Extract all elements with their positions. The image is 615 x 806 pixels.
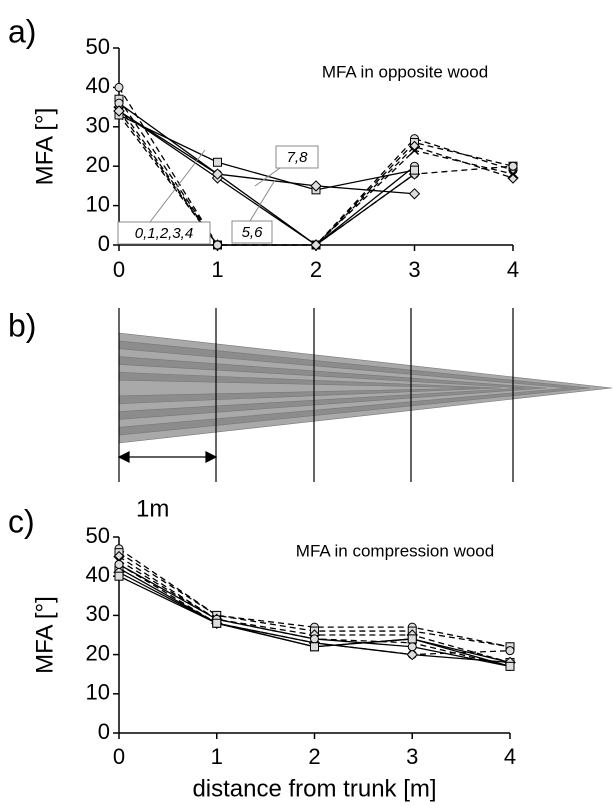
marker [310, 642, 319, 652]
distance-lines [118, 308, 514, 482]
marker [410, 165, 419, 175]
x-tick-label: 1 [211, 257, 223, 282]
panel-label: c) [8, 503, 35, 539]
tapered-stem [118, 332, 613, 444]
marker [505, 646, 515, 656]
annotation-box [117, 221, 211, 245]
annotation-box [275, 145, 319, 169]
marker [407, 634, 417, 644]
marker [310, 239, 322, 251]
marker [407, 642, 417, 652]
y-tick-label: 10 [86, 680, 110, 705]
series-line [118, 114, 415, 191]
marker [508, 169, 518, 179]
marker [408, 188, 421, 200]
x-tick-label: 4 [504, 744, 516, 769]
panel-label: b) [8, 307, 36, 343]
x-tick-label: 3 [406, 744, 418, 769]
chart-title: MFA in opposite wood [322, 62, 488, 81]
series-line [118, 106, 514, 246]
y-tick-label: 10 [86, 191, 110, 216]
arrow-head [117, 451, 130, 463]
scale-arrow [117, 451, 218, 463]
marker [406, 648, 418, 661]
annotation: 0,1,2,3,4 [135, 225, 193, 242]
chart: c) MFA in compression wood MFA [°] distance… [8, 503, 516, 802]
y-tick-label: 30 [86, 113, 110, 138]
marker [114, 571, 124, 581]
marker [310, 634, 319, 644]
y-tick-label: 20 [86, 640, 110, 665]
y-axis-label: MFA [°] [31, 108, 58, 186]
annotation: 7,8 [287, 149, 309, 166]
annotation-leader [254, 167, 281, 187]
y-tick-label: 40 [86, 562, 110, 587]
y-axis-label: MFA [°] [31, 596, 58, 674]
arrow-head [205, 451, 218, 463]
x-tick-label: 3 [408, 257, 420, 282]
marker [113, 105, 125, 117]
x-tick-label: 2 [310, 257, 322, 282]
y-tick-label: 30 [86, 601, 110, 626]
annotation-leader [249, 179, 276, 222]
marker [211, 168, 224, 180]
x-tick-label: 1 [211, 744, 223, 769]
annotation-box [231, 220, 273, 244]
marker [212, 618, 222, 628]
y-tick-label: 20 [86, 152, 110, 177]
x-axis-label: distance from trunk [m] [192, 775, 436, 802]
x-tick-label: 4 [507, 257, 519, 282]
scale-label: 1m [136, 495, 169, 522]
y-tick-label: 0 [98, 719, 110, 744]
marker [310, 180, 322, 192]
annotation: 5,6 [242, 224, 264, 241]
marker [508, 161, 518, 171]
marker [114, 559, 124, 569]
y-tick-label: 0 [98, 231, 110, 256]
series-line [118, 110, 415, 246]
marker [409, 145, 420, 155]
panel-label: a) [8, 13, 36, 49]
marker [213, 157, 222, 167]
annotation-leader [149, 149, 206, 223]
x-tick-label: 0 [113, 744, 125, 769]
diagram: b) 1m [8, 307, 613, 522]
x-tick-label: 0 [113, 257, 125, 282]
series-line [118, 110, 415, 195]
y-tick-label: 50 [86, 34, 110, 59]
chart-title: MFA in compression wood [296, 541, 494, 560]
y-tick-label: 40 [86, 73, 110, 98]
x-tick-label: 2 [308, 744, 320, 769]
marker [114, 82, 124, 92]
marker [213, 240, 222, 250]
y-tick-label: 50 [86, 523, 110, 548]
marker [505, 661, 515, 671]
